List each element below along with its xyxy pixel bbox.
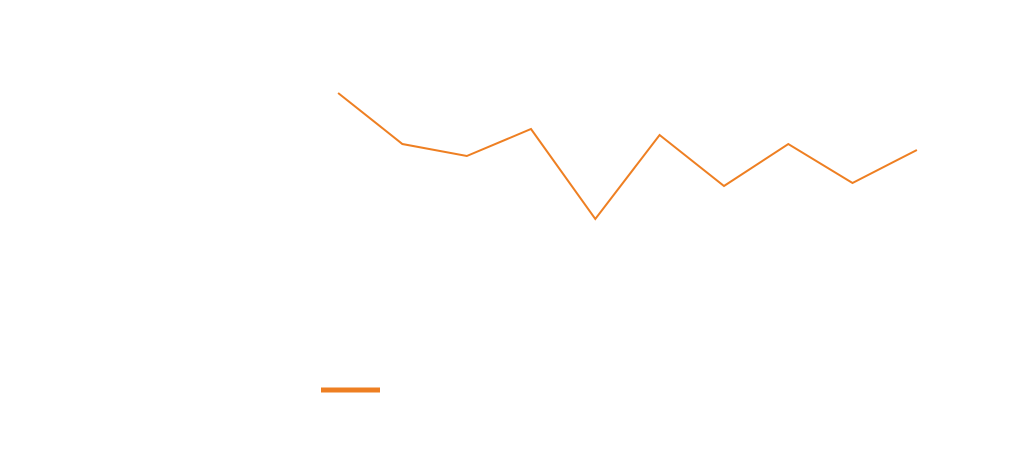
line — [337, 92, 918, 221]
